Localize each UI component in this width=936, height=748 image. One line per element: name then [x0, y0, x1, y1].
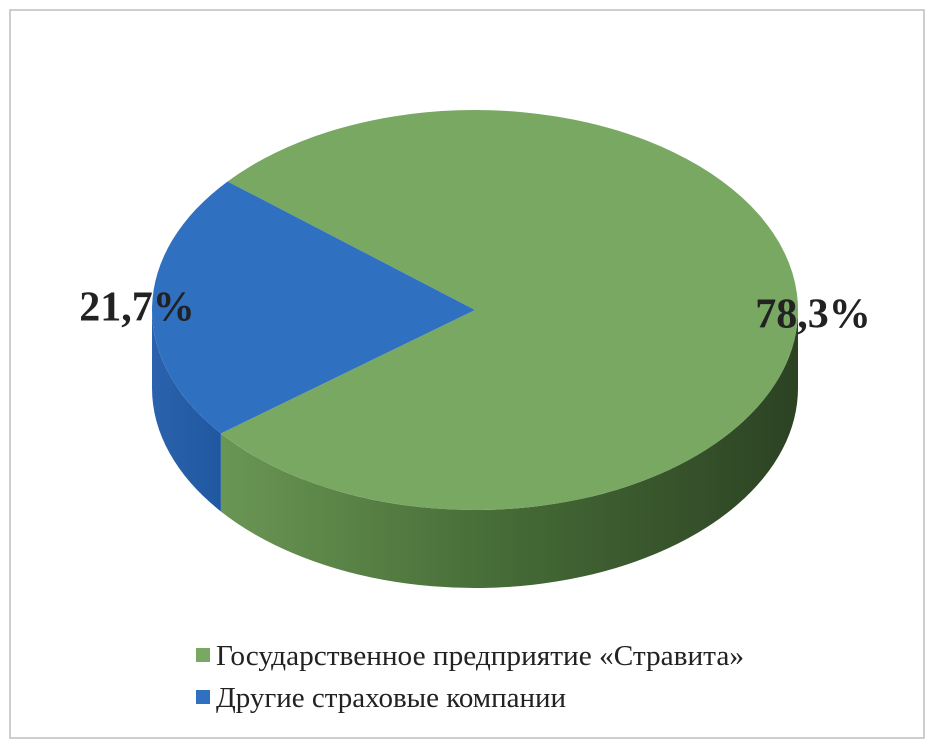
legend-label: Государственное предприятие «Стравита»	[216, 641, 744, 672]
slice	[151, 181, 475, 434]
legend-label: Другие страховые компании	[216, 683, 566, 714]
pie: 78,3% 21,7%	[79, 109, 871, 588]
data-label: 21,7%	[79, 285, 195, 331]
legend-swatch	[196, 648, 210, 662]
slice-side	[152, 310, 221, 512]
legend: Государственное предприятие «Стравита» Др…	[196, 641, 744, 714]
data-label: 78,3%	[755, 291, 871, 337]
slice	[220, 109, 799, 510]
legend-swatch	[196, 690, 210, 704]
slice-side	[220, 310, 798, 588]
